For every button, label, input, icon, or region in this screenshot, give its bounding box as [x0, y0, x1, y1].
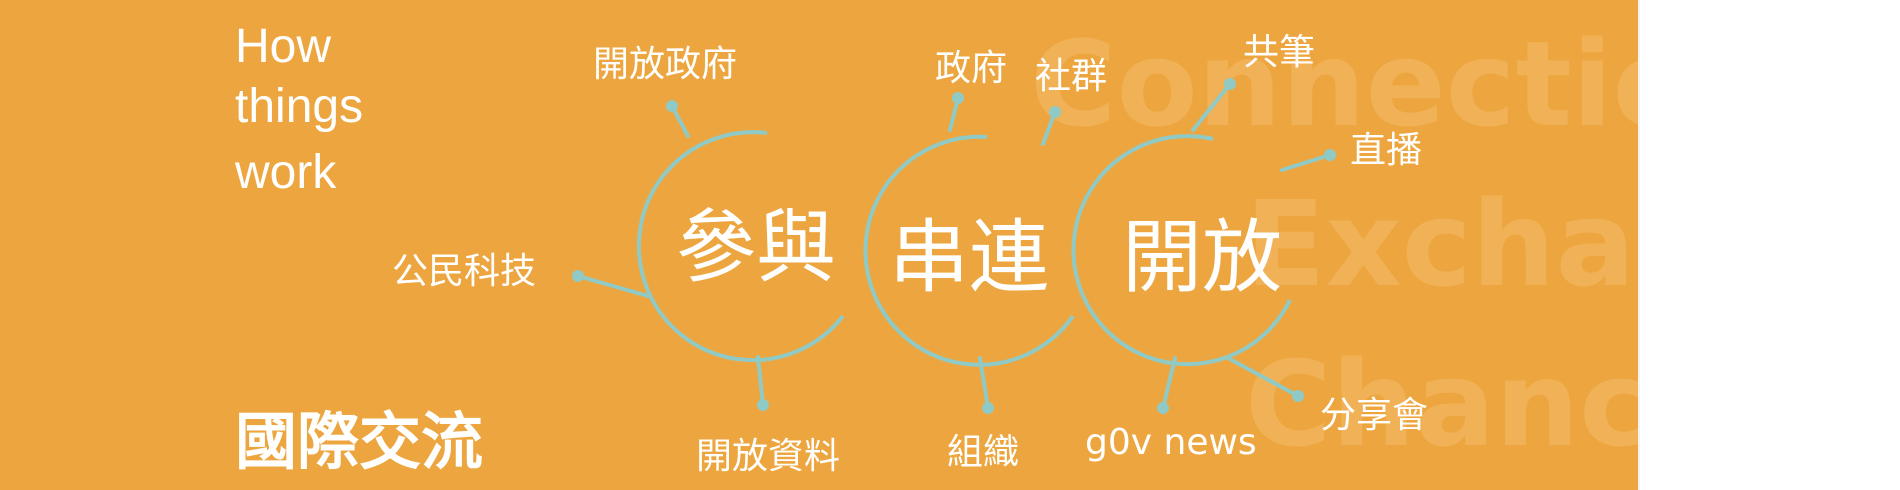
ring-connection: [863, 134, 1075, 367]
spoke-open-data: [756, 355, 765, 407]
hub-word-connection: 串連: [889, 211, 1049, 304]
title-line-things: things: [235, 80, 363, 133]
spoke-collaboration: [1191, 82, 1232, 132]
dot-g0v-news: [1157, 402, 1169, 414]
dot-open-data: [757, 399, 769, 411]
label-government: 政府: [935, 48, 1007, 89]
spoke-civic-tech: [576, 274, 650, 298]
dot-livestream: [1324, 149, 1336, 161]
label-sharing-session: 分享會: [1320, 395, 1428, 436]
label-open-data: 開放資料: [696, 436, 840, 477]
dot-government: [952, 92, 964, 104]
ghost-word-chance: Chance: [1245, 335, 1638, 473]
spoke-g0v-news: [1161, 356, 1177, 410]
title-line-how: How: [235, 20, 331, 73]
label-civic-tech: 公民科技: [392, 251, 536, 292]
mind-map-diagram: Connection Exchange Chance How things wo…: [234, 15, 1638, 478]
label-g0v-news: g0v news: [1085, 422, 1257, 463]
title-line-work: work: [234, 146, 337, 199]
ghost-word-connection: Connection: [1030, 15, 1638, 153]
slide: Connection Exchange Chance How things wo…: [0, 0, 1638, 490]
dot-organization: [982, 402, 994, 414]
spoke-organization: [978, 356, 990, 410]
dot-civic-tech: [572, 270, 584, 282]
footer-title: 國際交流: [235, 405, 483, 478]
dot-sharing-session: [1292, 390, 1304, 402]
slide-edge-divider: [1638, 0, 1640, 490]
ring-participation: [636, 130, 845, 363]
hub-word-open: 開放: [1122, 211, 1282, 304]
ring-open: [1071, 134, 1292, 367]
spoke-sharing-session: [1226, 356, 1300, 398]
spoke-livestream: [1280, 153, 1332, 172]
label-collaboration: 共筆: [1243, 32, 1315, 73]
ghost-word-exchange: Exchange: [1245, 175, 1638, 313]
dot-community: [1049, 106, 1061, 118]
dot-open-government: [666, 100, 678, 112]
hub-word-participation: 參與: [676, 201, 836, 294]
label-livestream: 直播: [1350, 130, 1422, 171]
label-community: 社群: [1035, 56, 1107, 97]
dot-collaboration: [1224, 78, 1236, 90]
label-open-government: 開放政府: [593, 44, 737, 85]
label-organization: 組織: [947, 432, 1019, 473]
